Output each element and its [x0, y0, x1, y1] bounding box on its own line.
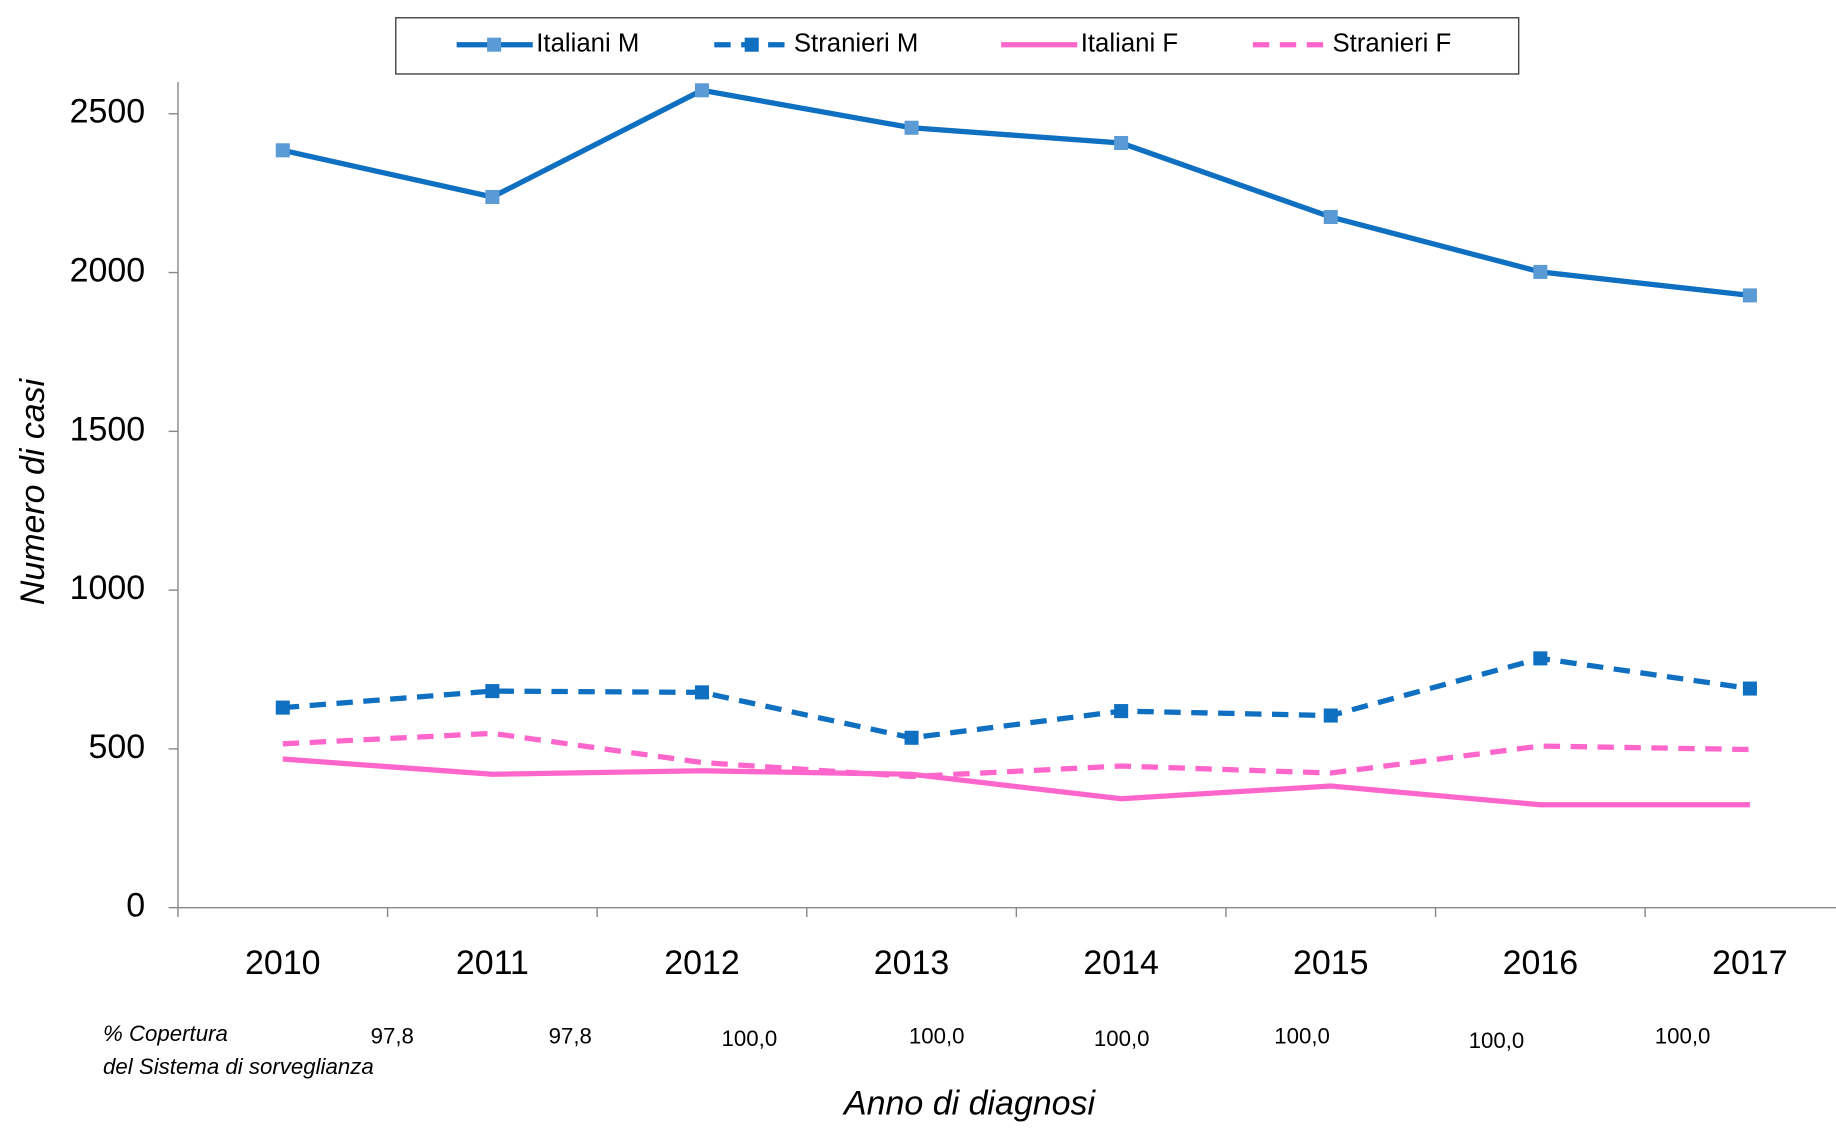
coverage-value: 100,0 — [909, 1024, 965, 1049]
legend-label: Italiani M — [536, 30, 639, 58]
y-tick-label: 2500 — [70, 93, 146, 131]
legend-label: Stranieri F — [1333, 30, 1452, 58]
x-tick-label: 2011 — [456, 944, 529, 982]
coverage-label: % Copertura — [103, 1021, 228, 1046]
x-tick-label: 2016 — [1503, 944, 1579, 982]
point-marker — [1533, 651, 1548, 666]
point-marker — [694, 83, 709, 98]
coverage-value: 100,0 — [1274, 1024, 1330, 1049]
coverage-value: 100,0 — [1469, 1028, 1525, 1053]
series-line — [282, 730, 1750, 780]
coverage-label: del Sistema di sorveglianza — [103, 1054, 374, 1079]
point-marker — [485, 684, 500, 699]
series-line — [282, 756, 1750, 808]
point-marker — [275, 700, 290, 715]
legend-marker — [744, 37, 759, 52]
y-tick-label: 0 — [126, 887, 145, 925]
legend-box — [395, 17, 1520, 75]
legend-marker — [487, 37, 502, 52]
coverage-value: 100,0 — [1094, 1026, 1150, 1051]
x-tick-label: 2012 — [664, 944, 740, 982]
x-tick-label: 2013 — [874, 944, 950, 982]
coverage-value: 97,8 — [549, 1024, 592, 1049]
point-marker — [275, 143, 290, 158]
point-marker — [485, 189, 500, 205]
point-marker — [1323, 708, 1338, 723]
coverage-value: 97,8 — [371, 1024, 414, 1049]
y-tick-label: 2000 — [70, 252, 146, 290]
y-tick-label: 1500 — [70, 410, 146, 448]
series-line — [282, 655, 1751, 741]
x-tick-label: 2015 — [1293, 944, 1368, 982]
point-marker — [1114, 135, 1129, 151]
point-marker — [694, 685, 709, 700]
coverage-value: 100,0 — [722, 1026, 778, 1051]
point-marker — [1323, 209, 1338, 225]
y-tick-label: 1000 — [70, 569, 146, 607]
x-tick-label: 2014 — [1083, 944, 1159, 982]
point-marker — [1742, 681, 1757, 696]
y-tick-label: 500 — [89, 728, 146, 766]
x-tick-label: 2017 — [1712, 944, 1788, 982]
y-axis-title: Numero di casi — [14, 377, 52, 605]
x-tick-label: 2010 — [245, 944, 321, 982]
point-marker — [904, 120, 919, 135]
point-marker — [1114, 704, 1129, 719]
point-marker — [1742, 288, 1757, 303]
legend-label: Stranieri M — [794, 30, 919, 58]
point-marker — [1533, 264, 1548, 279]
series-line — [282, 87, 1751, 299]
point-marker — [904, 730, 919, 745]
coverage-value: 100,0 — [1655, 1024, 1711, 1049]
x-axis-title: Anno di diagnosi — [842, 1085, 1096, 1123]
legend-label: Italiani F — [1081, 30, 1178, 58]
